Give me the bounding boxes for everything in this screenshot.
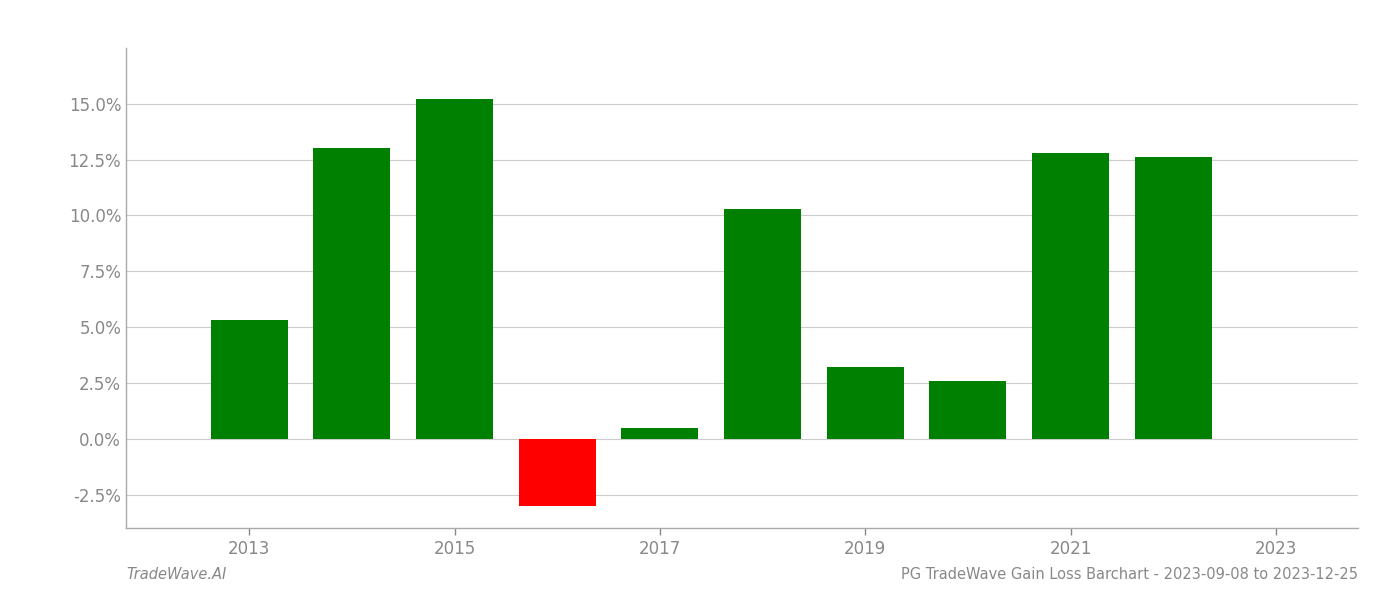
Bar: [519, 439, 596, 506]
Bar: [314, 148, 391, 439]
Bar: [930, 380, 1007, 439]
Bar: [1032, 153, 1109, 439]
Bar: [211, 320, 288, 439]
Bar: [622, 428, 699, 439]
Bar: [827, 367, 904, 439]
Text: PG TradeWave Gain Loss Barchart - 2023-09-08 to 2023-12-25: PG TradeWave Gain Loss Barchart - 2023-0…: [902, 567, 1358, 582]
Bar: [1135, 157, 1212, 439]
Bar: [724, 209, 801, 439]
Bar: [416, 100, 493, 439]
Text: TradeWave.AI: TradeWave.AI: [126, 567, 227, 582]
